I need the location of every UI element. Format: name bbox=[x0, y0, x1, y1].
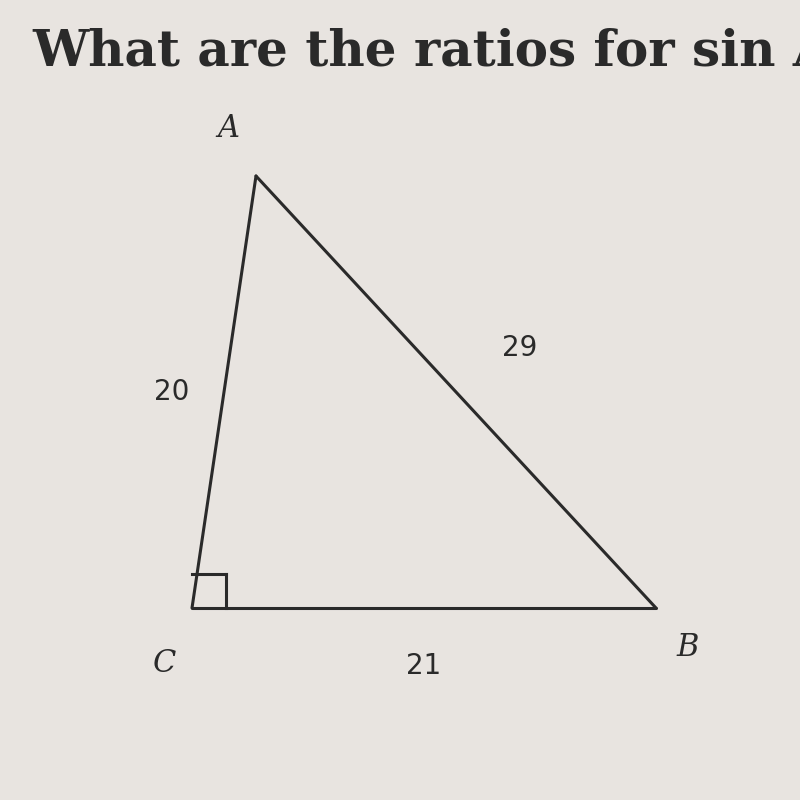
Text: 20: 20 bbox=[154, 378, 190, 406]
Text: B: B bbox=[676, 632, 698, 663]
Text: 29: 29 bbox=[502, 334, 538, 362]
Text: 21: 21 bbox=[406, 652, 442, 680]
Text: What are the ratios for sin A: What are the ratios for sin A bbox=[32, 28, 800, 77]
Text: C: C bbox=[152, 648, 176, 679]
Text: A: A bbox=[217, 113, 239, 144]
